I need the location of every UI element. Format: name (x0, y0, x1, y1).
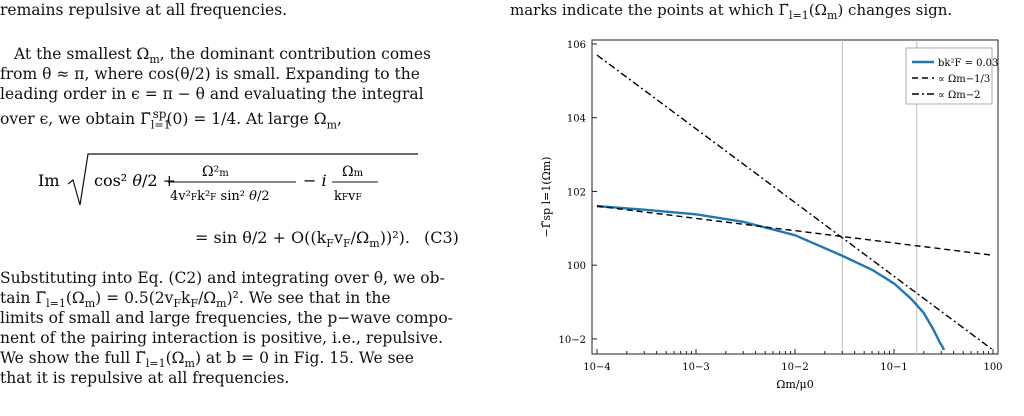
text-line: over ϵ, we obtain Γ̃l=1sp(0) = 1/4. At l… (0, 107, 342, 132)
series-line-2 (596, 54, 994, 351)
x-tick-label: 10−2 (781, 362, 808, 373)
chart: 10−4 10−3 10−2 10−1 100 10−2 100 102 104 106 Ωm/μ0… (540, 39, 1003, 391)
series-line-1 (596, 205, 994, 256)
text-line: from θ ≈ π, where cos(θ/2) is small. Exp… (0, 65, 420, 83)
caption-line: marks indicate the points at which Γ̃l=1… (510, 1, 953, 22)
y-tick-label: 100 (567, 261, 586, 272)
svg-text:− i: − i (303, 171, 327, 190)
text-line: nent of the pairing interaction is posit… (0, 329, 444, 347)
x-tick-label: 10−4 (583, 362, 610, 373)
equation-svg: Im cos² θ/2 + Ω²m 4v²Fk²F sin² θ/2 − i Ω… (38, 153, 418, 206)
left-column: remains repulsive at all frequencies. At… (0, 0, 470, 416)
x-axis-label: Ωm/μ0 (776, 378, 813, 391)
legend-label: ∝ Ωm−2 (938, 90, 980, 101)
text-line: limits of small and large frequencies, t… (0, 309, 453, 327)
right-column: marks indicate the points at which Γ̃l=1… (500, 0, 1024, 416)
svg-text:Ωm: Ωm (342, 164, 364, 180)
svg-text:cos² θ/2 +: cos² θ/2 + (94, 171, 176, 190)
equation-label: Im (38, 171, 60, 190)
x-tick-label: 10−3 (682, 362, 709, 373)
equation-number: (C3) (424, 228, 459, 247)
equation-line-2: = sin θ/2 + O((kFvF/Ωm))²). (195, 228, 410, 251)
legend-label: bk²F = 0.03 (938, 58, 998, 69)
y-tick-label: 102 (567, 187, 586, 198)
text-line: that it is repulsive at all frequencies. (0, 369, 290, 387)
y-tick-label: 104 (567, 114, 586, 125)
equation: Im cos² θ/2 + Ω²m 4v²Fk²F sin² θ/2 − i Ω… (38, 150, 438, 214)
text-line: tain Γ̃l=1(Ωm) = 0.5(2vFkF/Ωm)². We see … (0, 289, 391, 311)
series-line-0 (596, 204, 946, 351)
legend-label: ∝ Ωm−1/3 (938, 74, 990, 85)
y-tick-label: 10−2 (559, 335, 586, 346)
svg-text:Ω²m: Ω²m (202, 164, 229, 180)
text-line: At the smallest Ωm, the dominant contrib… (14, 45, 431, 67)
svg-text:4v²Fk²F sin² θ/2: 4v²Fk²F sin² θ/2 (170, 189, 270, 204)
text-line: leading order in ϵ = π − θ and evaluatin… (0, 85, 424, 103)
text-line: Substituting into Eq. (C2) and integrati… (0, 269, 445, 287)
text-line: We show the full Γ̃l=1(Ωm) at b = 0 in F… (0, 349, 414, 371)
legend-box (905, 47, 993, 105)
x-tick-label: 10−1 (880, 362, 907, 373)
y-axis-label: −Γ̃sp l=1(Ωm) (540, 157, 553, 238)
y-tick-label: 106 (567, 40, 586, 51)
svg-text:kFvF: kFvF (334, 189, 362, 204)
text-line: remains repulsive at all frequencies. (0, 1, 288, 19)
x-tick-label: 100 (983, 362, 1002, 373)
